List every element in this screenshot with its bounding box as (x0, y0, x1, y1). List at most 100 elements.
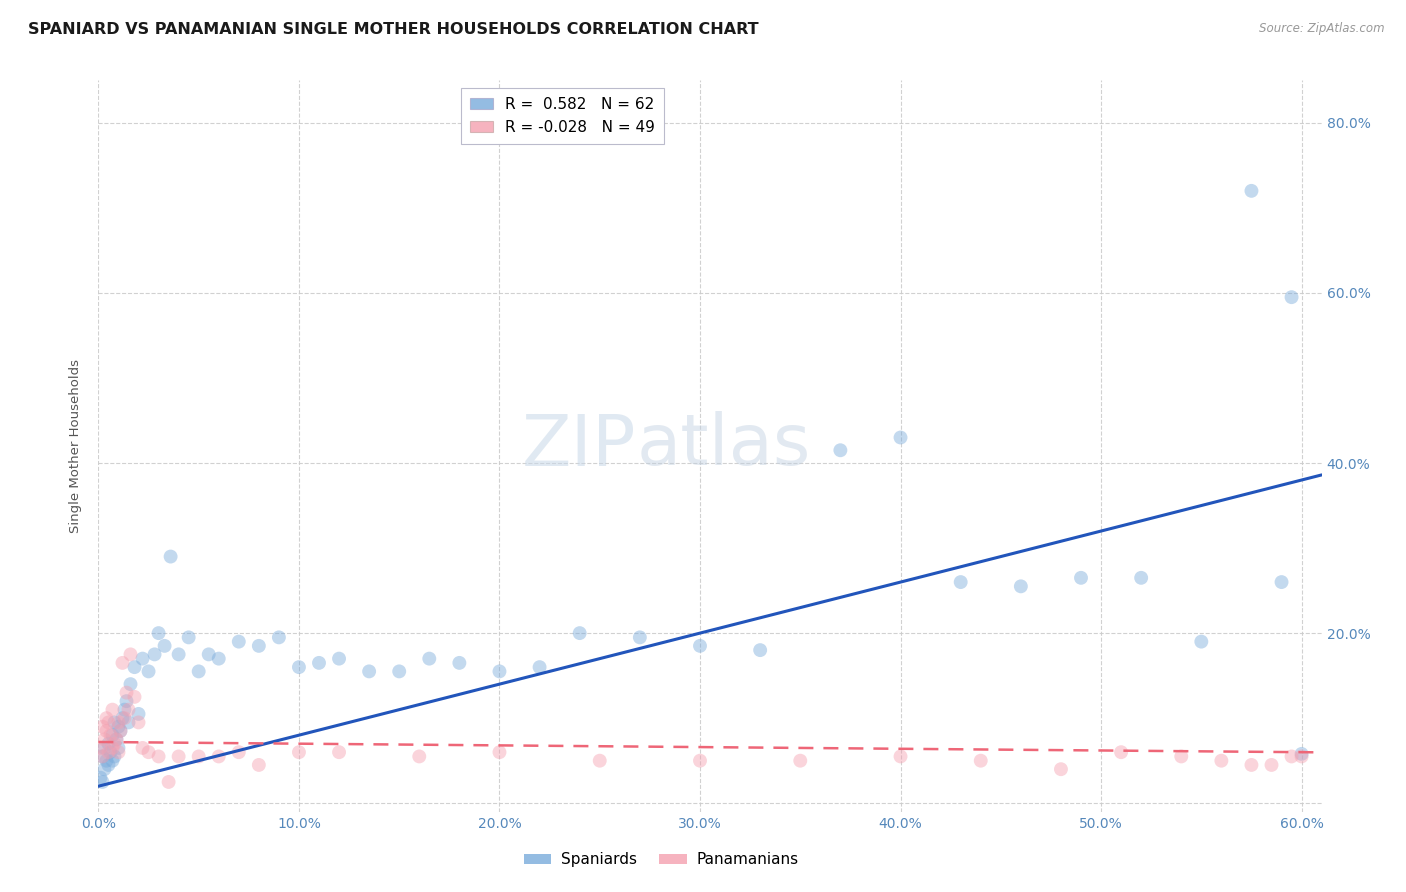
Point (148, 749, 170, 764)
Point (308, 656, 330, 670)
Point (208, 651, 231, 665)
Point (167, 749, 190, 764)
Point (107, 740, 129, 755)
Point (120, 677, 142, 691)
Point (288, 745, 311, 759)
Point (359, 665, 381, 679)
Point (1109, 745, 1132, 759)
Point (1189, 634, 1212, 648)
Point (93, 732, 115, 747)
Point (107, 715, 129, 730)
Point (167, 648, 190, 662)
Point (889, 430, 911, 444)
Point (228, 634, 250, 648)
Point (103, 715, 125, 730)
Point (138, 745, 160, 759)
Point (100, 728, 122, 742)
Point (115, 686, 138, 700)
Point (131, 651, 153, 665)
Point (110, 723, 132, 738)
Point (889, 749, 911, 764)
Point (388, 665, 411, 679)
Point (568, 626, 591, 640)
Point (789, 754, 811, 768)
Point (107, 720, 129, 734)
Point (96, 754, 118, 768)
Point (101, 740, 124, 755)
Point (1130, 571, 1153, 585)
Point (105, 732, 128, 747)
Point (148, 626, 170, 640)
Point (91, 749, 114, 764)
Point (91, 720, 114, 734)
Point (187, 665, 209, 679)
Point (749, 643, 772, 657)
Point (228, 745, 250, 759)
Point (488, 665, 510, 679)
Point (208, 749, 231, 764)
Point (101, 703, 124, 717)
Point (1211, 754, 1233, 768)
Point (128, 715, 150, 730)
Point (97, 737, 120, 751)
Point (689, 639, 711, 653)
Point (1291, 747, 1313, 761)
Point (115, 694, 138, 708)
Point (1260, 758, 1282, 772)
Point (153, 639, 176, 653)
Point (1010, 579, 1032, 593)
Point (408, 749, 430, 764)
Point (1281, 749, 1303, 764)
Point (128, 706, 150, 721)
Text: SPANIARD VS PANAMANIAN SINGLE MOTHER HOUSEHOLDS CORRELATION CHART: SPANIARD VS PANAMANIAN SINGLE MOTHER HOU… (28, 22, 759, 37)
Point (89, 740, 111, 755)
Point (101, 754, 124, 768)
Point (93, 762, 115, 776)
Point (100, 745, 122, 759)
Point (628, 631, 651, 645)
Point (328, 651, 350, 665)
Point (97, 745, 120, 759)
Point (488, 745, 510, 759)
Point (107, 745, 129, 759)
Point (103, 749, 125, 764)
Point (247, 758, 270, 772)
Point (117, 715, 139, 730)
Legend: Spaniards, Panamanians: Spaniards, Panamanians (517, 847, 804, 873)
Y-axis label: Single Mother Households: Single Mother Households (69, 359, 83, 533)
Point (124, 690, 146, 704)
Point (1281, 290, 1303, 304)
Point (111, 711, 134, 725)
Text: atlas: atlas (637, 411, 811, 481)
Point (187, 749, 209, 764)
Text: ZIP: ZIP (522, 411, 637, 481)
Point (120, 648, 142, 662)
Point (91, 775, 114, 789)
Point (529, 660, 551, 674)
Point (1240, 758, 1263, 772)
Point (143, 648, 166, 662)
Point (117, 703, 139, 717)
Point (111, 656, 134, 670)
Point (138, 665, 160, 679)
Point (177, 631, 200, 645)
Point (288, 660, 311, 674)
Point (1270, 575, 1292, 590)
Point (97, 715, 120, 730)
Point (949, 575, 972, 590)
Point (103, 737, 125, 751)
Point (1070, 571, 1092, 585)
Point (247, 639, 270, 653)
Point (159, 549, 181, 564)
Point (110, 723, 132, 738)
Point (328, 745, 350, 759)
Point (1170, 749, 1192, 764)
Text: Source: ZipAtlas.com: Source: ZipAtlas.com (1260, 22, 1385, 36)
Point (93, 740, 115, 755)
Point (157, 775, 180, 789)
Point (689, 754, 711, 768)
Point (101, 728, 124, 742)
Point (114, 711, 136, 725)
Point (91, 749, 114, 764)
Point (1240, 184, 1263, 198)
